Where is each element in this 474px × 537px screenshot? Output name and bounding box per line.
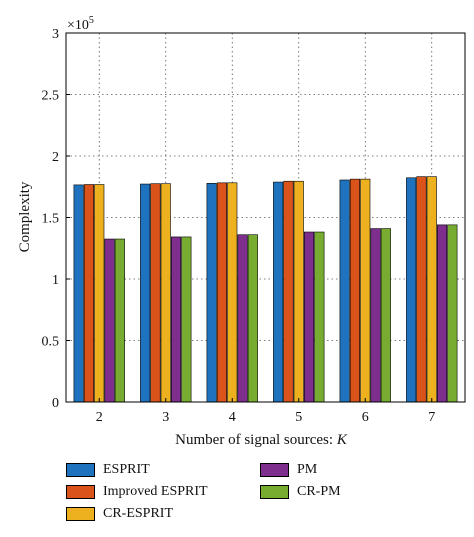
bar-cr-pm-4 [247, 234, 258, 403]
y-tick-label: 1.5 [42, 212, 60, 227]
bar-pm-3 [171, 236, 182, 403]
y-multiplier-exponent: 5 [89, 15, 94, 26]
legend-label-pm: PM [297, 462, 318, 477]
bar-cr-esprit-3 [160, 183, 171, 403]
y-tick-label: 3 [52, 27, 59, 42]
legend-item-cr-esprit: CR-ESPRIT [66, 506, 173, 522]
bar-pm-4 [237, 234, 248, 403]
grid-lines [66, 33, 465, 402]
bar-esprit-5 [273, 181, 284, 403]
bar-cr-esprit-2 [94, 184, 105, 403]
bar-improved-esprit-2 [83, 184, 94, 403]
bar-improved-esprit-7 [416, 176, 427, 403]
y-tick-label: 0 [52, 396, 59, 411]
legend-item-esprit: ESPRIT [66, 462, 150, 478]
bar-improved-esprit-4 [216, 182, 227, 403]
bar-esprit-4 [206, 183, 217, 403]
bar-esprit-2 [73, 184, 84, 403]
y-axis-label: Complexity [17, 181, 33, 252]
y-tick-label: 2.5 [42, 89, 60, 104]
bar-cr-pm-7 [447, 224, 458, 403]
bar-esprit-3 [140, 183, 151, 403]
legend-label-esprit: ESPRIT [103, 462, 150, 477]
legend-swatch-pm [260, 463, 289, 477]
x-axis-label: Number of signal sources: K [175, 432, 348, 448]
legend-item-pm: PM [260, 462, 317, 478]
bar-cr-esprit-5 [293, 180, 304, 403]
bar-cr-pm-5 [314, 231, 325, 403]
legend-label-improved-esprit: Improved ESPRIT [103, 484, 208, 499]
bar-improved-esprit-5 [283, 180, 294, 403]
x-tick-label: 7 [428, 410, 435, 425]
bar-cr-pm-3 [181, 236, 192, 403]
legend-item-cr-pm: CR-PM [260, 484, 341, 500]
x-tick-label: 3 [162, 410, 169, 425]
bar-cr-esprit-7 [426, 176, 437, 403]
legend-swatch-cr-esprit [66, 507, 95, 521]
bar-pm-7 [436, 224, 448, 403]
y-axis-multiplier: ×105 [67, 15, 94, 33]
axis-ticks: 0 0.5 1 1.5 2 2.5 3 2 3 4 5 6 7 [42, 27, 436, 425]
bar-improved-esprit-6 [349, 178, 361, 403]
x-tick-label: 4 [229, 410, 236, 425]
y-tick-label: 2 [52, 150, 59, 165]
legend-swatch-improved-esprit [66, 485, 95, 499]
y-axis-label-group: Complexity [17, 181, 33, 252]
x-axis-label-text: Number of signal sources: [175, 432, 337, 448]
bar-pm-5 [303, 231, 315, 403]
bar-cr-esprit-4 [227, 182, 238, 403]
x-axis-label-variable: K [336, 432, 348, 448]
legend-swatch-cr-pm [260, 485, 289, 499]
bar-esprit-7 [406, 177, 417, 403]
legend: ESPRIT Improved ESPRIT CR-ESPRIT PM CR-P… [66, 462, 466, 528]
legend-label-cr-esprit: CR-ESPRIT [103, 506, 174, 521]
x-tick-label: 2 [96, 410, 103, 425]
x-tick-label: 6 [362, 410, 369, 425]
x-tick-label: 5 [295, 410, 302, 425]
bar-improved-esprit-3 [150, 183, 161, 403]
legend-item-improved-esprit: Improved ESPRIT [66, 484, 208, 500]
bar-cr-esprit-6 [360, 178, 371, 403]
bars [73, 176, 458, 403]
bar-esprit-6 [339, 179, 350, 403]
y-multiplier-base: ×10 [67, 18, 89, 33]
bar-pm-6 [370, 228, 381, 403]
legend-label-cr-pm: CR-PM [297, 484, 341, 499]
bar-pm-2 [104, 238, 115, 403]
y-tick-label: 0.5 [42, 335, 60, 350]
bar-cr-pm-6 [380, 228, 391, 403]
y-tick-label: 1 [52, 273, 59, 288]
legend-swatch-esprit [66, 463, 95, 477]
bar-cr-pm-2 [114, 238, 125, 403]
